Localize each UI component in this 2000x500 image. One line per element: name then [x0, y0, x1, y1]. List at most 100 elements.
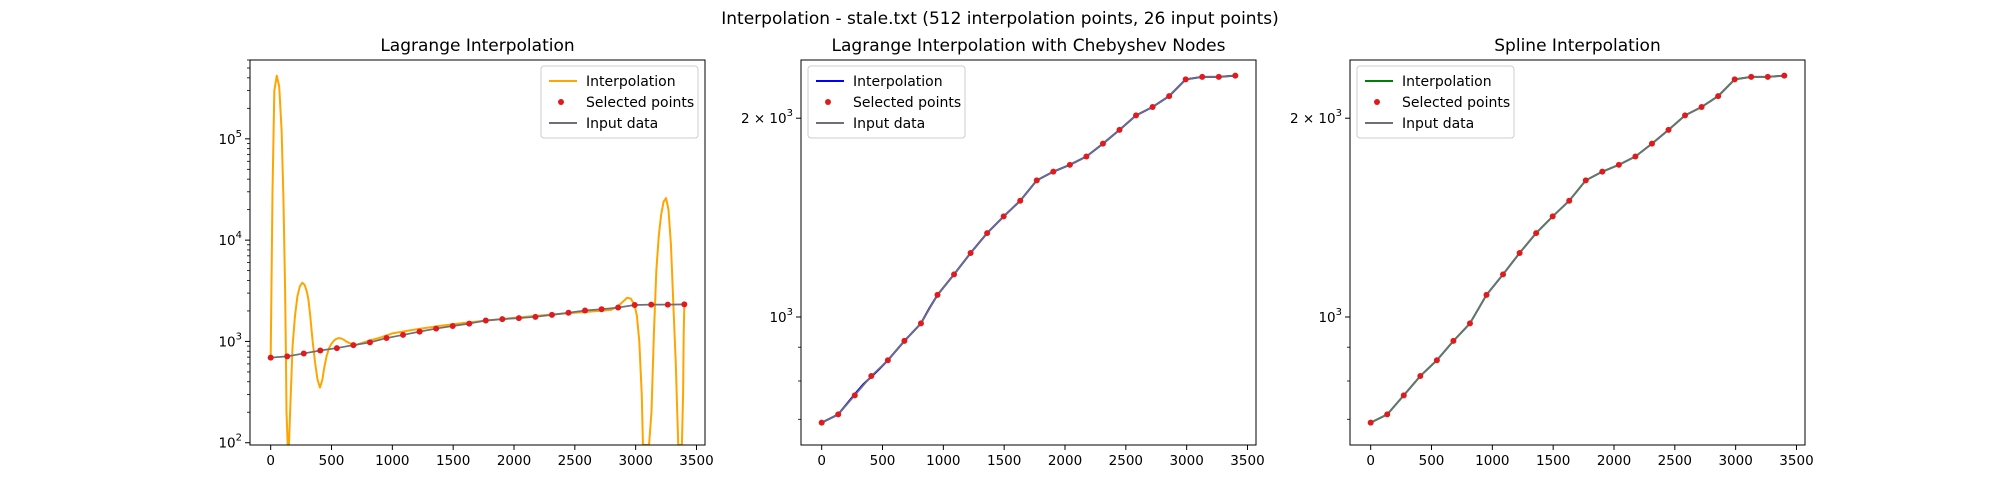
selected-point: [582, 307, 589, 314]
chart-title: Lagrange Interpolation: [380, 36, 574, 56]
selected-point: [1549, 213, 1556, 220]
selected-point: [1698, 103, 1705, 110]
selected-point: [449, 323, 456, 330]
y-tick-base: 10: [218, 132, 235, 148]
selected-point: [664, 301, 671, 308]
selected-point: [1682, 112, 1689, 119]
selected-point: [1433, 357, 1440, 364]
selected-point: [1599, 168, 1606, 175]
selected-point: [416, 328, 423, 335]
legend-label: Input data: [586, 116, 658, 132]
chart-panel-2: Lagrange Interpolation with Chebyshev No…: [741, 36, 1265, 469]
legend-marker: [1374, 99, 1380, 105]
x-tick-label: 0: [1366, 453, 1375, 469]
selected-point: [1715, 93, 1722, 100]
chart-title: Spline Interpolation: [1494, 36, 1660, 56]
selected-point: [1182, 76, 1189, 83]
selected-point: [548, 311, 555, 318]
selected-point: [1166, 93, 1173, 100]
y-tick-exponent: 3: [1336, 307, 1342, 318]
selected-point: [1199, 73, 1206, 80]
selected-point: [917, 320, 924, 327]
selected-point: [1533, 230, 1540, 237]
y-tick-base: 10: [1318, 310, 1335, 326]
x-tick-label: 0: [266, 453, 275, 469]
y-tick-exponent: 2: [236, 433, 242, 444]
selected-point: [1632, 153, 1639, 160]
x-tick-label: 2500: [1109, 453, 1143, 469]
selected-point: [1099, 140, 1106, 147]
y-tick-base: 10: [218, 436, 235, 452]
selected-point: [631, 301, 638, 308]
legend-label: Input data: [1402, 116, 1474, 132]
selected-point: [1133, 112, 1140, 119]
y-tick-exponent: 3: [787, 108, 793, 119]
selected-point: [284, 353, 291, 360]
selected-point: [1615, 161, 1622, 168]
selected-point: [333, 345, 340, 352]
selected-point: [884, 357, 891, 364]
y-tick-label: 105: [218, 129, 242, 148]
x-tick-label: 2500: [558, 453, 592, 469]
selected-point: [1417, 373, 1424, 380]
y-tick-label: 103: [218, 331, 242, 350]
x-tick-label: 500: [870, 453, 896, 469]
x-tick-label: 1000: [926, 453, 960, 469]
legend: Interpolation Selected points Input data: [807, 65, 966, 139]
selected-point: [598, 306, 605, 313]
selected-point: [1500, 271, 1507, 278]
y-tick-label: 2 × 103: [1290, 108, 1342, 127]
selected-point: [1648, 140, 1655, 147]
legend-marker: [558, 99, 564, 105]
selected-point: [967, 250, 974, 257]
x-tick-label: 3500: [679, 453, 713, 469]
axes-frame: [1349, 59, 1806, 446]
input-data-line: [820, 74, 1237, 424]
selected-point: [681, 301, 688, 308]
y-tick-exponent: 5: [236, 129, 242, 140]
selected-point: [400, 331, 407, 338]
interpolation-line: [269, 74, 686, 445]
x-tick-label: 1500: [436, 453, 470, 469]
selected-point: [1232, 72, 1239, 79]
selected-point: [1516, 250, 1523, 257]
x-tick-label: 0: [817, 453, 826, 469]
x-tick-label: 500: [319, 453, 345, 469]
selected-point: [1116, 126, 1123, 133]
selected-point: [851, 392, 858, 399]
selected-point: [818, 419, 825, 426]
selected-point: [648, 301, 655, 308]
selected-point: [482, 317, 489, 324]
selected-point: [1566, 197, 1573, 204]
y-tick-base: 10: [218, 334, 235, 350]
legend: Interpolation Selected points Input data: [1356, 65, 1515, 139]
x-tick-label: 500: [1419, 453, 1445, 469]
selected-point: [1748, 73, 1755, 80]
y-tick-label: 2 × 103: [741, 108, 793, 127]
selected-point: [433, 325, 440, 332]
selected-point: [1384, 411, 1391, 418]
x-tick-label: 1000: [375, 453, 409, 469]
selected-point: [1665, 126, 1672, 133]
selected-point: [383, 335, 390, 342]
x-tick-label: 2500: [1658, 453, 1692, 469]
selected-point: [1149, 103, 1156, 110]
x-tick-label: 2000: [497, 453, 531, 469]
selected-point: [901, 337, 908, 344]
selected-point: [1367, 419, 1374, 426]
selected-point: [1400, 392, 1407, 399]
y-tick-base: 10: [218, 233, 235, 249]
selected-point: [1017, 197, 1024, 204]
legend-label: Input data: [853, 116, 925, 132]
selected-point: [1083, 153, 1090, 160]
plot-area: [1367, 72, 1788, 426]
legend-marker: [825, 99, 831, 105]
selected-point: [1050, 168, 1057, 175]
chart-title: Lagrange Interpolation with Chebyshev No…: [832, 36, 1226, 56]
selected-point: [532, 313, 539, 320]
x-tick-label: 2000: [1597, 453, 1631, 469]
x-tick-label: 3500: [1779, 453, 1813, 469]
y-tick-exponent: 4: [236, 230, 242, 241]
input-data-line: [1369, 74, 1786, 424]
